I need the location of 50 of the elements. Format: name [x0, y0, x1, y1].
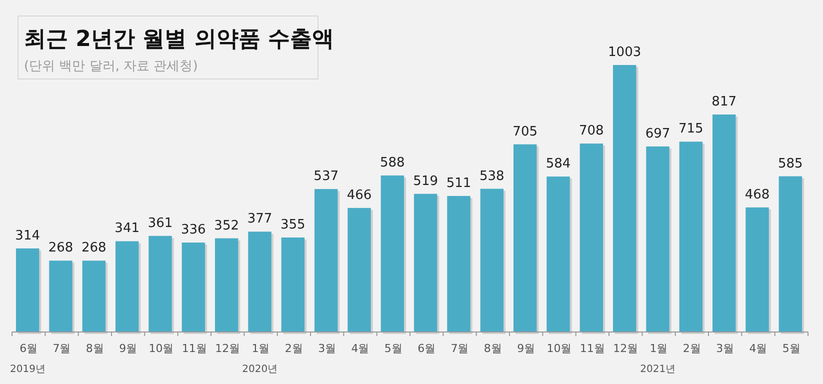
x-tick-label: 7월	[52, 342, 71, 355]
data-label: 468	[744, 187, 770, 202]
x-tick-label: 3월	[318, 342, 336, 355]
data-label: 715	[678, 122, 704, 137]
x-tick-label: 8월	[484, 342, 502, 355]
data-label: 537	[314, 169, 338, 184]
x-tick-label: 6월 2019년	[10, 342, 46, 375]
data-label: 268	[48, 240, 74, 256]
x-tick-label: 4월	[749, 342, 768, 355]
x-tick-label: 1월 2021년	[640, 342, 676, 375]
x-tick-label: 10월	[148, 342, 174, 355]
x-tick-label: 9월	[517, 342, 536, 355]
x-tick-label: 6월	[418, 342, 436, 355]
x-tick-label: 8월	[86, 342, 104, 355]
x-tick-label: 12월	[215, 342, 240, 355]
x-tick-label: 11월	[580, 342, 605, 355]
data-label: 817	[712, 94, 736, 110]
data-label: 511	[446, 176, 472, 191]
chart-title: 최근 2년간 월별 의약품 수출액	[24, 27, 334, 52]
data-label: 519	[413, 174, 438, 189]
data-label: 341	[114, 221, 140, 236]
x-tick-label: 7월	[450, 342, 469, 355]
x-tick-label: 9월	[119, 342, 138, 355]
x-tick-label: 3월	[716, 342, 734, 355]
data-label: 466	[346, 188, 372, 203]
data-label: 585	[778, 156, 803, 172]
data-label: 352	[214, 218, 239, 234]
chart-subtitle: (단위 백만 달러, 자료 관세청)	[24, 59, 198, 74]
data-label: 588	[380, 155, 405, 170]
x-tick-label: 2월	[682, 342, 701, 355]
x-tick-label: 1월 2020년	[242, 342, 278, 375]
data-label: 584	[546, 156, 571, 172]
data-label: 708	[579, 124, 604, 139]
x-tick-label: 12월	[613, 342, 638, 355]
data-label: 705	[512, 124, 538, 140]
data-label: 538	[480, 168, 504, 184]
data-label: 336	[181, 222, 206, 238]
x-tick-label: 2월	[284, 342, 303, 355]
data-label: 314	[15, 228, 40, 244]
x-tick-label: 4월	[351, 342, 370, 355]
data-label: 697	[645, 126, 670, 142]
data-label: 268	[82, 240, 106, 256]
data-label: 355	[280, 218, 306, 232]
x-tick-label: 5월	[384, 342, 402, 355]
x-tick-label: 11월	[182, 342, 207, 355]
x-tick-label: 5월	[782, 342, 800, 355]
data-label: 377	[247, 212, 272, 227]
data-label: 361	[148, 216, 173, 231]
x-tick-label: 10월	[546, 342, 572, 355]
data-label: 1003	[608, 45, 642, 60]
